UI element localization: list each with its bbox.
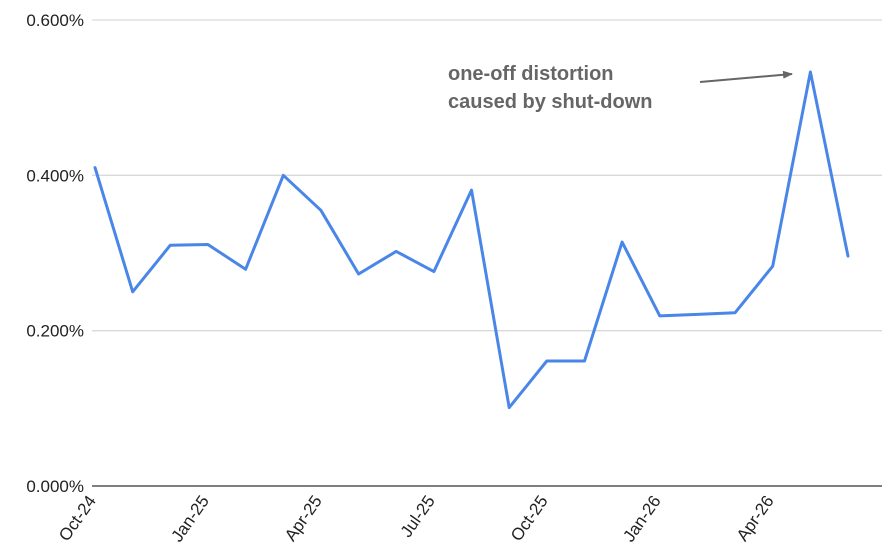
x-axis: Oct-24 Jan-25 Apr-25 Jul-25 Oct-25 Jan-26 Apr-… xyxy=(55,485,882,545)
x-tick-label: Jan-26 xyxy=(619,492,664,545)
y-tick-label: 0.000% xyxy=(26,477,84,496)
y-axis-tick-labels: 0.000% 0.200% 0.400% 0.600% xyxy=(26,11,84,496)
series-lines xyxy=(93,70,850,410)
x-tick-label: Apr-25 xyxy=(281,492,326,545)
grid-lines xyxy=(92,19,882,332)
x-tick-label: Oct-25 xyxy=(507,492,552,545)
y-tick-label: 0.400% xyxy=(26,166,84,185)
x-tick-label: Jan-25 xyxy=(168,492,213,545)
y-tick-label: 0.200% xyxy=(26,322,84,341)
x-tick-label: Apr-26 xyxy=(733,492,778,545)
annotations: one-off distortion caused by shut-down xyxy=(448,63,793,113)
series-line xyxy=(93,70,850,410)
annotation-arrow xyxy=(699,70,793,83)
annotation-text: caused by shut-down xyxy=(448,91,652,113)
x-tick-label: Jul-25 xyxy=(397,492,439,541)
annotation-text: one-off distortion xyxy=(448,63,614,85)
x-tick-label: Oct-24 xyxy=(55,492,100,545)
y-tick-label: 0.600% xyxy=(26,11,84,30)
